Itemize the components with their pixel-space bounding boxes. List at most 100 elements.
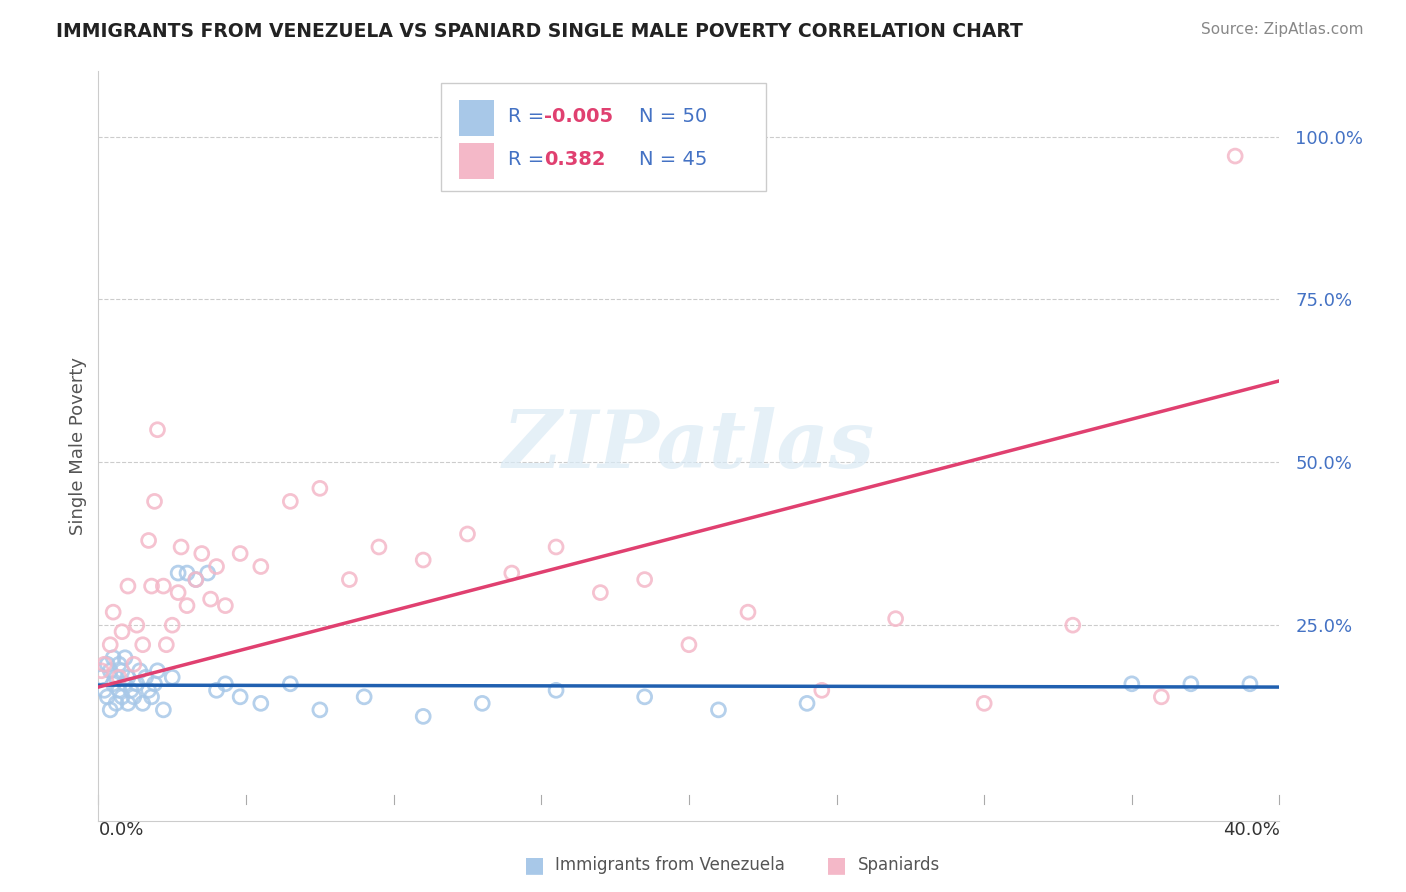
Text: ZIPatlas: ZIPatlas <box>503 408 875 484</box>
Point <box>280 494 302 508</box>
Point <box>1150 690 1173 704</box>
Point <box>457 527 479 541</box>
Point <box>634 573 657 587</box>
Point <box>796 697 818 711</box>
Point <box>191 547 214 561</box>
Point <box>98 664 121 678</box>
Point <box>1225 149 1247 163</box>
Point <box>141 690 163 704</box>
Point <box>214 599 236 613</box>
Point <box>678 638 700 652</box>
Point <box>205 559 228 574</box>
Point <box>184 573 207 587</box>
Text: 0.0%: 0.0% <box>98 821 143 838</box>
Point <box>152 703 174 717</box>
FancyBboxPatch shape <box>441 83 766 191</box>
Point <box>250 559 273 574</box>
Point <box>114 677 136 691</box>
Point <box>108 670 131 684</box>
Point <box>103 650 125 665</box>
Point <box>501 566 523 580</box>
Point <box>471 697 494 711</box>
Point <box>108 657 131 672</box>
Point <box>309 481 332 495</box>
Point <box>117 670 139 684</box>
Point <box>132 697 155 711</box>
Text: R =: R = <box>508 150 551 169</box>
Point <box>138 683 160 698</box>
Point <box>98 638 121 652</box>
Point <box>155 638 177 652</box>
Point <box>546 540 568 554</box>
Point <box>111 664 134 678</box>
Text: R =: R = <box>508 107 551 126</box>
Text: N = 50: N = 50 <box>640 107 707 126</box>
Point <box>167 585 190 599</box>
Point <box>170 540 193 554</box>
Text: IMMIGRANTS FROM VENEZUELA VS SPANIARD SINGLE MALE POVERTY CORRELATION CHART: IMMIGRANTS FROM VENEZUELA VS SPANIARD SI… <box>56 22 1024 41</box>
Point <box>143 494 166 508</box>
Point <box>103 677 125 691</box>
Point <box>229 547 252 561</box>
Point <box>368 540 391 554</box>
Point <box>90 664 112 678</box>
Point <box>111 690 134 704</box>
Point <box>1062 618 1084 632</box>
Point <box>120 683 142 698</box>
Point <box>135 670 157 684</box>
Point <box>339 573 361 587</box>
Point <box>125 618 148 632</box>
Point <box>176 599 198 613</box>
Point <box>167 566 190 580</box>
Point <box>141 579 163 593</box>
Point <box>589 585 612 599</box>
Point <box>108 683 131 698</box>
Point <box>737 605 759 619</box>
Point <box>250 697 273 711</box>
Point <box>176 566 198 580</box>
Point <box>412 553 434 567</box>
Text: Source: ZipAtlas.com: Source: ZipAtlas.com <box>1201 22 1364 37</box>
Point <box>105 697 128 711</box>
Point <box>1121 677 1143 691</box>
Text: -0.005: -0.005 <box>544 107 613 126</box>
Point <box>162 618 183 632</box>
Point <box>810 683 832 698</box>
Point <box>143 677 166 691</box>
Text: 40.0%: 40.0% <box>1223 821 1279 838</box>
Point <box>546 683 568 698</box>
Point <box>138 533 160 548</box>
Text: Spaniards: Spaniards <box>858 856 939 874</box>
FancyBboxPatch shape <box>458 100 494 136</box>
Point <box>229 690 252 704</box>
Point <box>128 664 150 678</box>
Text: Immigrants from Venezuela: Immigrants from Venezuela <box>555 856 785 874</box>
Text: ■: ■ <box>827 855 846 875</box>
Point <box>197 566 219 580</box>
Point <box>412 709 434 723</box>
Point <box>353 690 375 704</box>
Point <box>152 579 174 593</box>
Text: N = 45: N = 45 <box>640 150 707 169</box>
Point <box>105 670 128 684</box>
Point <box>111 624 134 639</box>
Point <box>309 703 332 717</box>
Point <box>214 677 236 691</box>
Point <box>117 697 139 711</box>
Point <box>93 657 115 672</box>
Point <box>205 683 228 698</box>
Point <box>114 650 136 665</box>
Text: 0.382: 0.382 <box>544 150 605 169</box>
Point <box>117 579 139 593</box>
Point <box>98 703 121 717</box>
Point <box>132 638 155 652</box>
FancyBboxPatch shape <box>458 143 494 178</box>
Point <box>103 605 125 619</box>
Point <box>146 423 169 437</box>
Point <box>93 683 115 698</box>
Point <box>707 703 730 717</box>
Point <box>634 690 657 704</box>
Point <box>122 657 145 672</box>
Point <box>125 677 148 691</box>
Point <box>96 690 118 704</box>
